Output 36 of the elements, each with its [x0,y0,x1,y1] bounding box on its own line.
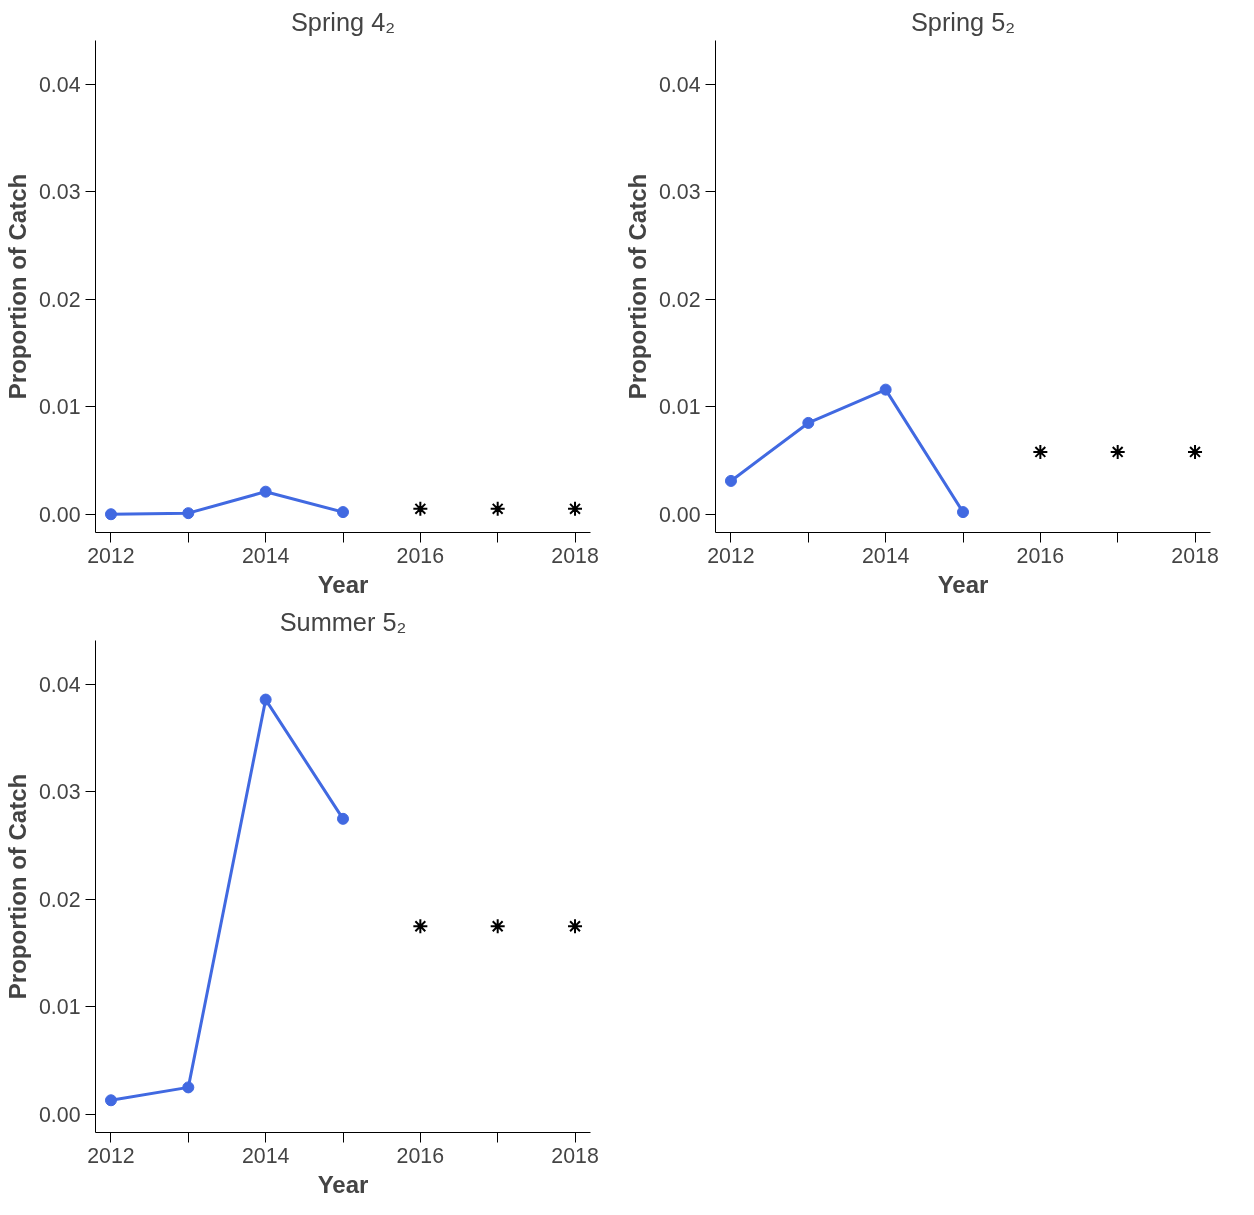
x-tick-label: 2016 [396,1143,445,1168]
y-tick-label: 0.00 [38,502,81,527]
y-tick-label: 0.01 [658,395,701,420]
x-axis-title: Year [317,570,369,598]
x-tick-label: 2012 [87,543,135,568]
y-tick-label: 0.04 [658,73,701,98]
y-tick-label: 0.01 [38,995,81,1020]
x-tick-label: 2014 [241,543,290,568]
y-tick-label: 0.02 [38,287,81,312]
x-tick-label: 2018 [551,543,599,568]
y-axis-title: Proportion of Catch [3,773,31,1000]
x-tick-label: 2012 [87,1143,135,1168]
y-tick-label: 0.03 [658,180,701,205]
x-axis-title: Year [937,570,989,598]
y-tick-label: 0.00 [38,1102,81,1127]
x-tick-label: 2014 [861,543,910,568]
y-tick-label: 0.00 [658,502,701,527]
chart-title: Spring 5₂ [910,7,1016,36]
y-axis-title: Proportion of Catch [3,173,31,400]
x-tick-label: 2016 [396,543,445,568]
y-tick-label: 0.02 [38,887,81,912]
chart-title: Summer 5₂ [279,607,407,636]
y-tick-label: 0.03 [38,780,81,805]
y-tick-label: 0.01 [38,395,81,420]
x-tick-label: 2014 [241,1143,290,1168]
x-tick-label: 2018 [551,1143,599,1168]
x-tick-label: 2016 [1016,543,1065,568]
y-tick-label: 0.04 [38,73,81,98]
x-tick-label: 2012 [707,543,755,568]
x-tick-label: 2018 [1171,543,1219,568]
x-axis-title: Year [317,1170,369,1198]
y-tick-label: 0.04 [38,673,81,698]
y-axis-title: Proportion of Catch [623,173,651,400]
y-tick-label: 0.03 [38,180,81,205]
chart-title: Spring 4₂ [290,7,396,36]
y-tick-label: 0.02 [658,287,701,312]
